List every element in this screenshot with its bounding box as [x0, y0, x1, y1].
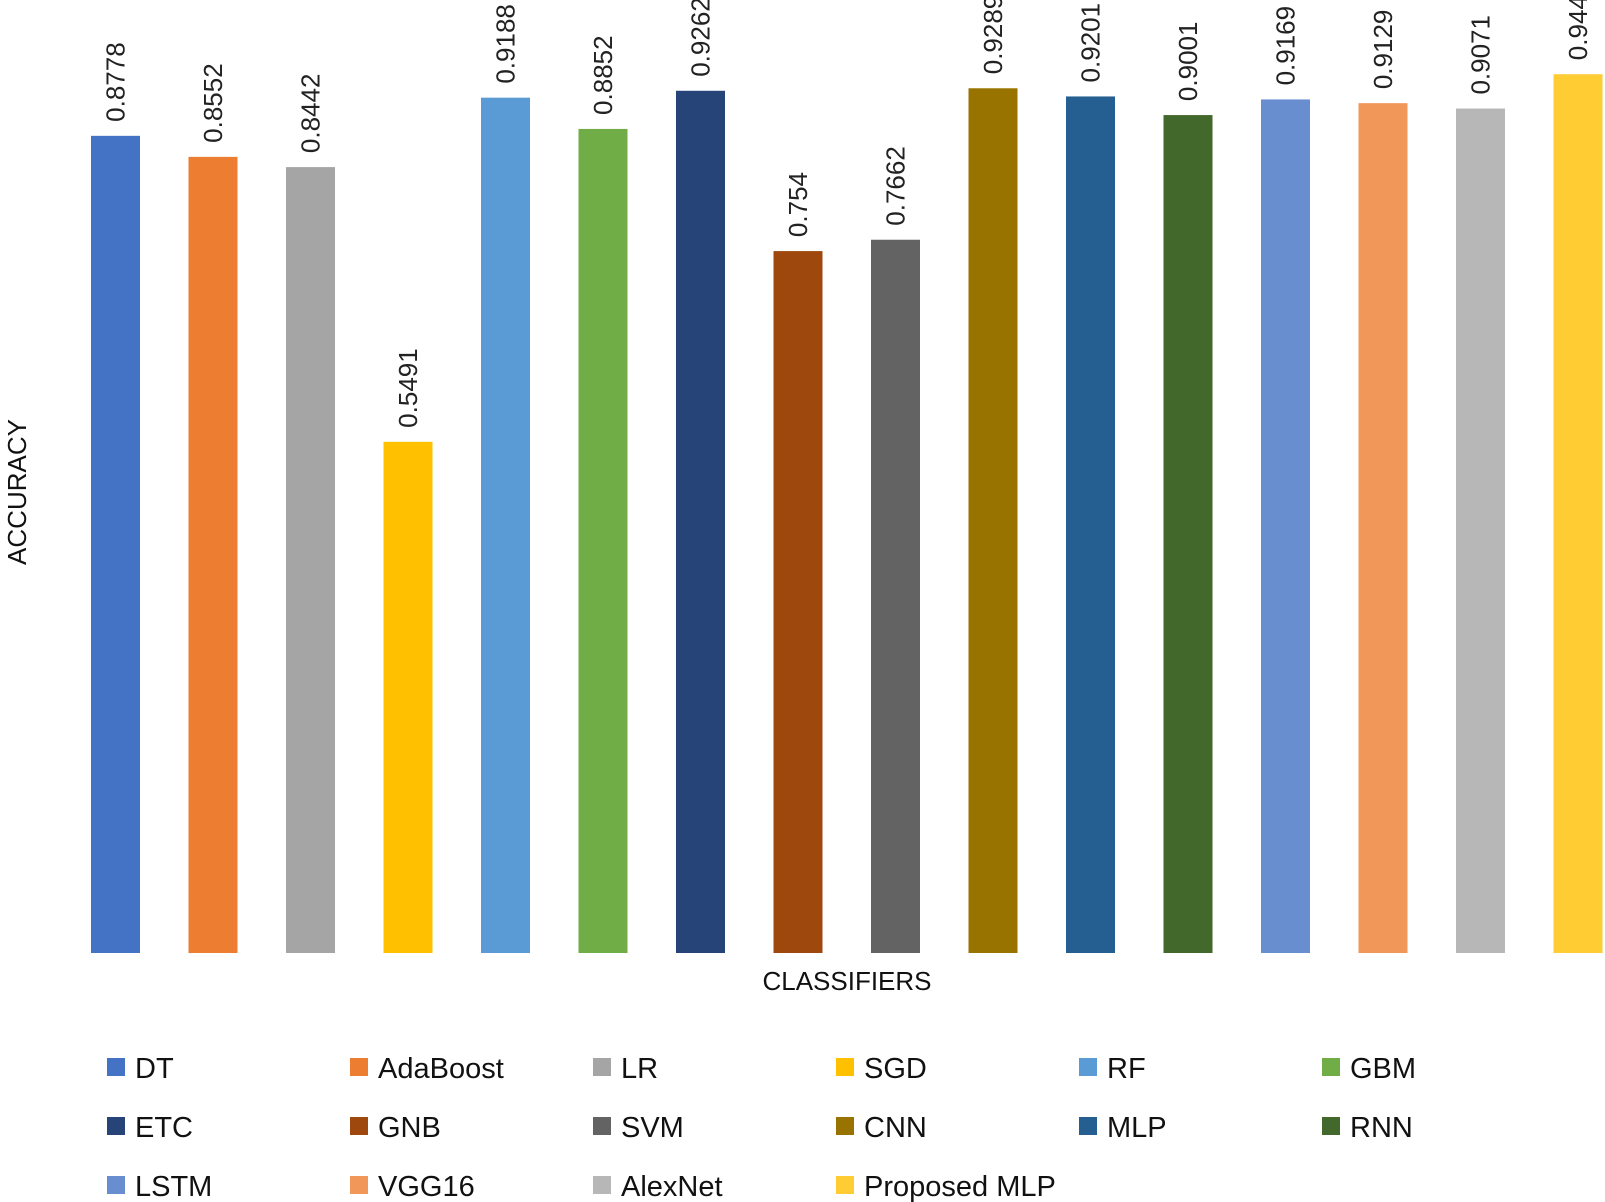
- bar-lr: [286, 167, 335, 953]
- bar-gbm: [578, 128, 628, 953]
- legend-item: GBM: [1322, 1053, 1416, 1085]
- legend-swatch: [836, 1117, 854, 1135]
- legend-swatch: [1079, 1117, 1097, 1135]
- bar-gnb: [773, 251, 823, 953]
- value-label: 0.8852: [588, 35, 618, 115]
- legend-label: AdaBoost: [378, 1053, 504, 1085]
- legend-swatch: [593, 1117, 611, 1135]
- legend-item: LSTM: [107, 1171, 212, 1202]
- bar-rnn: [1163, 115, 1213, 954]
- bar-proposed-mlp: [1553, 74, 1603, 954]
- bar-cnn: [968, 88, 1018, 954]
- legend-label: Proposed MLP: [864, 1171, 1056, 1202]
- legend-label: MLP: [1107, 1112, 1167, 1144]
- value-label: 0.9289: [978, 0, 1008, 74]
- legend-label: GNB: [378, 1112, 441, 1144]
- x-axis-title: CLASSIFIERS: [762, 966, 931, 996]
- legend-item: AdaBoost: [350, 1053, 504, 1085]
- legend-swatch: [1079, 1058, 1097, 1076]
- legend-item: DT: [107, 1053, 174, 1085]
- legend-item: VGG16: [350, 1171, 475, 1202]
- value-label: 0.9169: [1271, 6, 1301, 86]
- legend-item: MLP: [1079, 1112, 1167, 1144]
- legend-label: SGD: [864, 1053, 927, 1085]
- legend-swatch: [107, 1058, 125, 1076]
- legend-label: CNN: [864, 1112, 927, 1144]
- bars-group: [91, 74, 1603, 954]
- legend-swatch: [836, 1176, 854, 1194]
- bar-alexnet: [1456, 108, 1505, 953]
- legend-item: AlexNet: [593, 1171, 723, 1202]
- value-label: 0.754: [783, 172, 813, 237]
- legend-label: RF: [1107, 1053, 1146, 1085]
- bar-mlp: [1066, 96, 1115, 953]
- value-label: 0.9071: [1466, 15, 1496, 95]
- value-label: 0.9262: [686, 0, 716, 77]
- legend-label: DT: [135, 1053, 174, 1085]
- legend-label: GBM: [1350, 1053, 1416, 1085]
- legend-swatch: [350, 1058, 368, 1076]
- legend-item: Proposed MLP: [836, 1171, 1056, 1202]
- legend-swatch: [350, 1117, 368, 1135]
- legend-swatch: [1322, 1117, 1340, 1135]
- legend-swatch: [107, 1176, 125, 1194]
- legend-swatch: [836, 1058, 854, 1076]
- legend-swatch: [107, 1117, 125, 1135]
- value-label: 0.7662: [881, 146, 911, 226]
- legend-swatch: [350, 1176, 368, 1194]
- legend-item: SVM: [593, 1112, 684, 1144]
- value-label: 0.8442: [296, 74, 326, 154]
- legend-label: SVM: [621, 1112, 684, 1144]
- legend-item: LR: [593, 1053, 658, 1085]
- value-label: 0.9129: [1368, 10, 1398, 90]
- bar-etc: [676, 90, 725, 953]
- value-label: 0.8552: [198, 63, 228, 143]
- value-label: 0.8778: [101, 42, 131, 122]
- legend-label: LR: [621, 1053, 658, 1085]
- legend-label: ETC: [135, 1112, 193, 1144]
- legend-item: SGD: [836, 1053, 927, 1085]
- legend-item: RNN: [1322, 1112, 1413, 1144]
- legend-label: RNN: [1350, 1112, 1413, 1144]
- value-labels-group: 0.8778 0.8552 0.8442 0.5491 0.9188 0.8852 0.92…: [101, 0, 1594, 428]
- bar-sgd: [383, 441, 433, 953]
- value-label: 0.9001: [1173, 22, 1203, 102]
- bar-lstm: [1261, 99, 1310, 954]
- value-label: 0.9188: [491, 4, 521, 84]
- legend: DT AdaBoost LR SGD RF GBM ETC GNB SVM CNN MLP RNN LS…: [107, 1053, 1416, 1202]
- bar-vgg16: [1358, 103, 1408, 953]
- legend-swatch: [1322, 1058, 1340, 1076]
- bar-rf: [481, 97, 530, 953]
- legend-swatch: [593, 1058, 611, 1076]
- legend-item: RF: [1079, 1053, 1146, 1085]
- legend-item: ETC: [107, 1112, 193, 1144]
- value-label: 0.944: [1563, 0, 1593, 60]
- legend-label: AlexNet: [621, 1171, 723, 1202]
- legend-item: CNN: [836, 1112, 927, 1144]
- value-label: 0.9201: [1076, 3, 1106, 83]
- legend-label: LSTM: [135, 1171, 212, 1202]
- y-axis-title: ACCURACY: [2, 419, 32, 565]
- bar-dt: [91, 135, 140, 953]
- value-label: 0.5491: [393, 348, 423, 428]
- bar-adaboost: [188, 156, 238, 954]
- legend-item: GNB: [350, 1112, 441, 1144]
- legend-swatch: [593, 1176, 611, 1194]
- legend-label: VGG16: [378, 1171, 475, 1202]
- bar-svm: [871, 239, 920, 954]
